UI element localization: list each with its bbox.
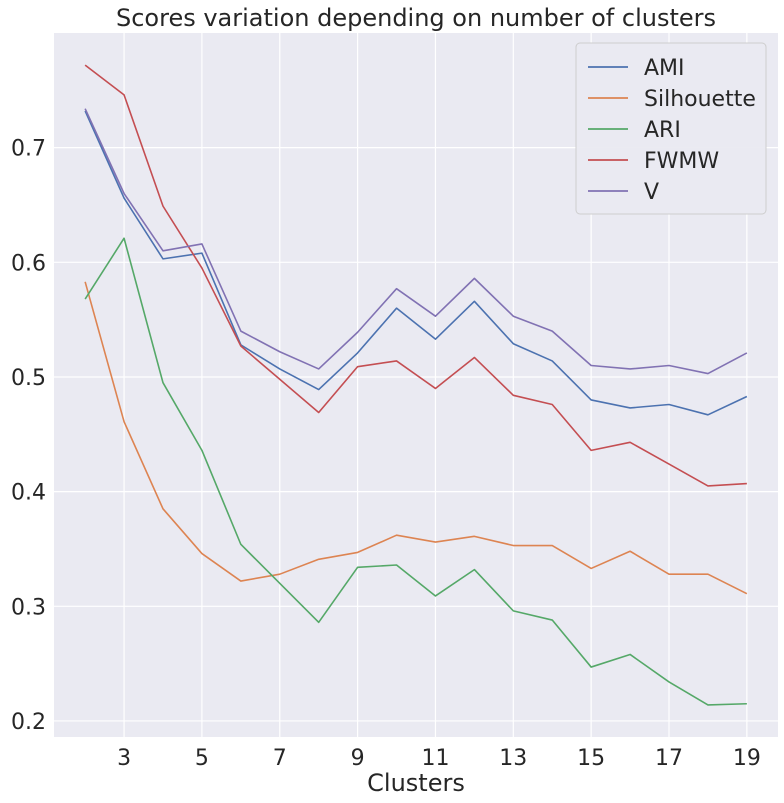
x-tick-label: 9: [351, 746, 365, 771]
x-tick-labels: 3 5 7 9 11 13 15 17 19: [117, 746, 761, 771]
y-tick-label: 0.5: [11, 366, 46, 391]
x-axis-label: Clusters: [367, 769, 465, 797]
x-tick-label: 3: [117, 746, 131, 771]
legend-box: [575, 42, 767, 215]
x-tick-label: 7: [273, 746, 287, 771]
x-tick-label: 13: [499, 746, 527, 771]
x-tick-label: 19: [733, 746, 761, 771]
legend-entry-ami: AMI: [644, 56, 685, 81]
x-tick-label: 15: [577, 746, 605, 771]
grid-lines: [54, 33, 778, 737]
x-tick-label: 11: [421, 746, 449, 771]
x-tick-label: 5: [195, 746, 209, 771]
chart-title: Scores variation depending on number of …: [116, 4, 716, 32]
series-line-v: [84, 108, 748, 375]
legend: AMI Silhouette ARI FWMW V: [575, 42, 767, 215]
y-tick-label: 0.2: [11, 710, 46, 735]
legend-entry-fwmw: FWMW: [644, 149, 719, 174]
series-line-ari: [84, 237, 747, 706]
y-tick-label: 0.4: [11, 481, 46, 506]
y-tick-label: 0.7: [11, 137, 46, 162]
legend-entry-v: V: [644, 180, 659, 205]
y-tick-labels: 0.2 0.3 0.4 0.5 0.6 0.7: [11, 137, 46, 735]
legend-entry-silhouette: Silhouette: [644, 87, 756, 112]
y-tick-label: 0.3: [11, 595, 46, 620]
legend-entry-ari: ARI: [644, 118, 681, 143]
series-lines: [84, 64, 748, 706]
series-line-fwmw: [84, 64, 747, 487]
series-line-ami: [84, 110, 748, 416]
x-tick-label: 17: [655, 746, 683, 771]
series-line-silhouette: [84, 281, 748, 595]
y-tick-label: 0.6: [11, 251, 46, 276]
